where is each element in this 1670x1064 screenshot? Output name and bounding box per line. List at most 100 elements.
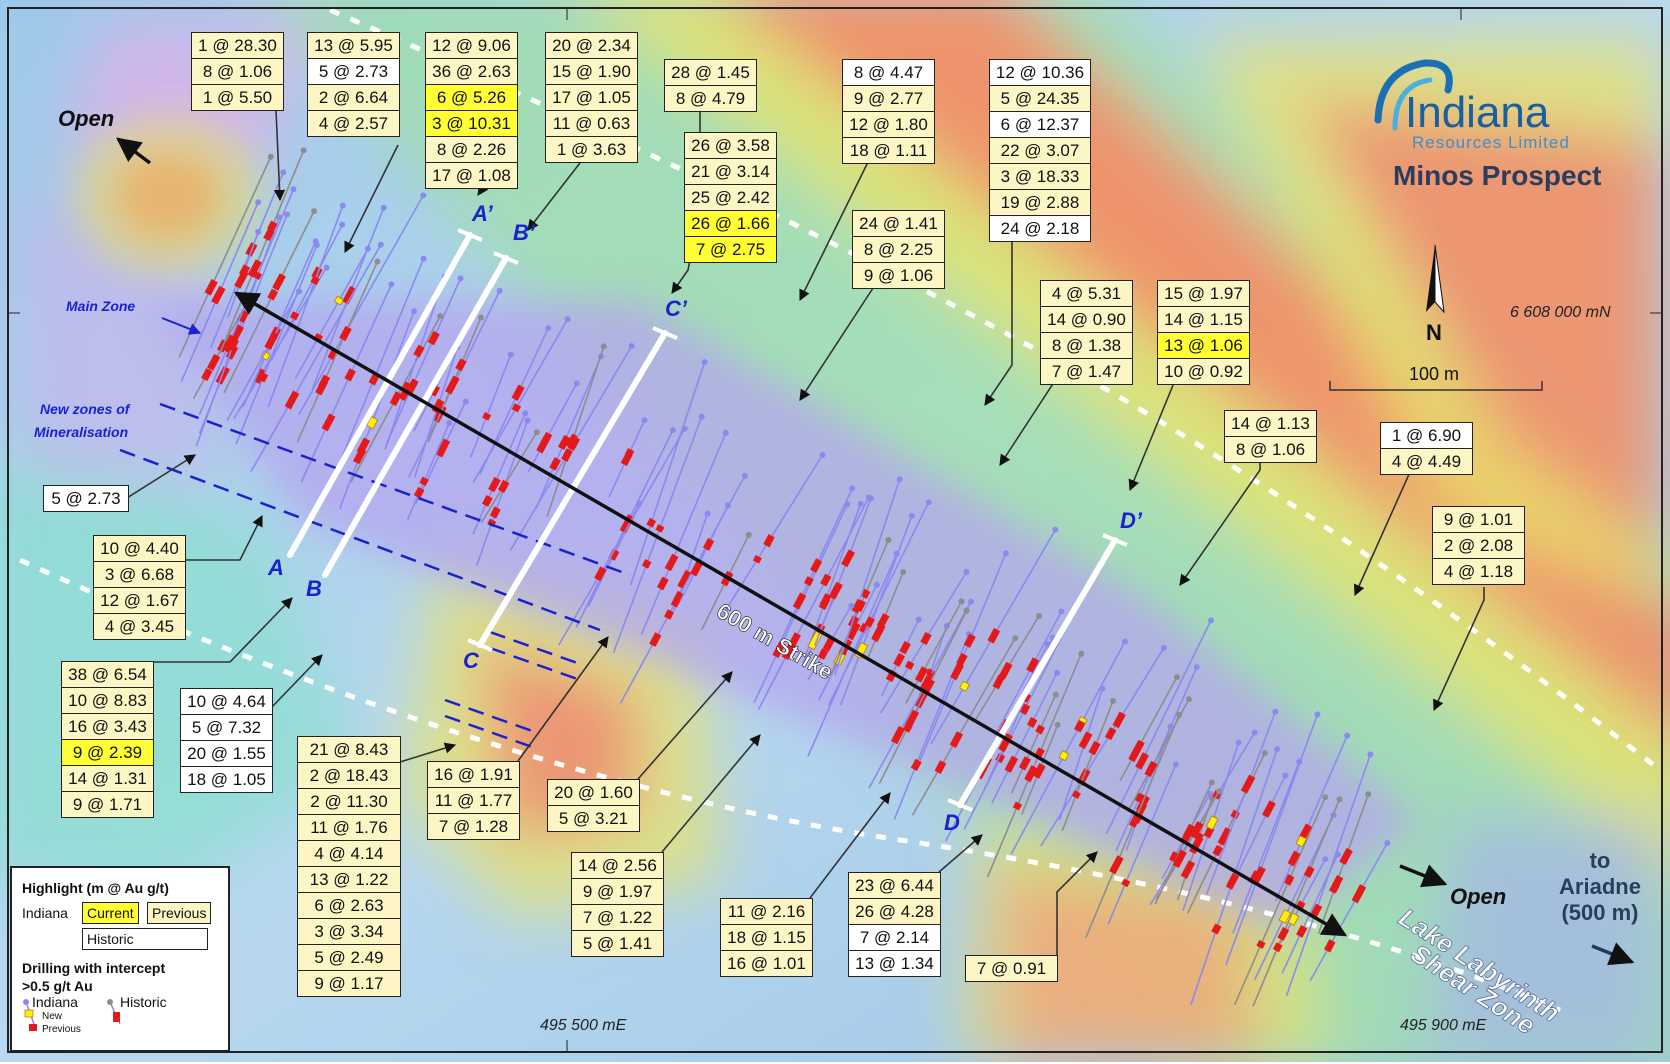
intercept-row: 13 @ 1.34 bbox=[849, 951, 940, 976]
intercept-row: 36 @ 2.63 bbox=[426, 59, 517, 85]
intercept-box: 9 @ 1.01 2 @ 2.08 4 @ 1.18 bbox=[1432, 506, 1525, 585]
intercept-row: 8 @ 2.25 bbox=[853, 237, 944, 263]
new-intercept-icon bbox=[24, 1009, 34, 1018]
intercept-row: 3 @ 10.31 bbox=[426, 111, 517, 137]
intercept-box: 20 @ 2.34 15 @ 1.90 17 @ 1.05 11 @ 0.63 1 @ … bbox=[545, 32, 638, 163]
intercept-row: 5 @ 2.73 bbox=[44, 486, 128, 511]
callout-leader bbox=[1128, 372, 1195, 492]
previous-intercept bbox=[222, 334, 237, 353]
intercept-box: 14 @ 1.13 8 @ 1.06 bbox=[1224, 410, 1317, 463]
intercept-row: 26 @ 4.28 bbox=[849, 899, 940, 925]
drill-collar bbox=[300, 147, 307, 154]
intercept-row: 9 @ 2.39 bbox=[62, 740, 153, 766]
easting-label-2: 495 900 mE bbox=[1400, 1017, 1487, 1034]
previous-intercept bbox=[1272, 942, 1283, 953]
intercept-row: 18 @ 1.11 bbox=[843, 138, 934, 163]
intercept-row: 12 @ 1.67 bbox=[94, 588, 185, 614]
section-label-d-prime: D’ bbox=[1120, 508, 1142, 533]
intercept-row: 26 @ 3.58 bbox=[685, 133, 776, 159]
drill-collar bbox=[339, 202, 346, 209]
intercept-box: 20 @ 1.60 5 @ 3.21 bbox=[547, 779, 640, 832]
ariadne-label-2: Ariadne bbox=[1559, 874, 1641, 899]
section-label-b-prime: B’ bbox=[513, 220, 535, 245]
section-label-b: B bbox=[306, 576, 322, 601]
intercept-box: 38 @ 6.54 10 @ 8.83 16 @ 3.43 9 @ 2.39 14 @ … bbox=[61, 661, 154, 818]
main-zone-label: Main Zone bbox=[66, 298, 136, 314]
intercept-row: 10 @ 8.83 bbox=[62, 688, 153, 714]
legend-drilling-2: >0.5 g/t Au bbox=[22, 978, 93, 994]
previous-intercept bbox=[234, 269, 249, 289]
intercept-row: 4 @ 1.18 bbox=[1433, 559, 1524, 584]
intercept-row: 8 @ 4.79 bbox=[665, 86, 756, 111]
intercept-row: 3 @ 6.68 bbox=[94, 562, 185, 588]
intercept-row: 3 @ 3.34 bbox=[298, 919, 400, 945]
drill-collar bbox=[290, 186, 297, 193]
intercept-row: 24 @ 1.41 bbox=[853, 211, 944, 237]
legend-historic-hole: Historic bbox=[120, 994, 167, 1010]
intercept-row: 19 @ 2.88 bbox=[990, 190, 1090, 216]
intercept-row: 17 @ 1.05 bbox=[546, 85, 637, 111]
drill-collar bbox=[420, 192, 427, 199]
drill-collar bbox=[267, 153, 274, 160]
intercept-box: 24 @ 1.41 8 @ 2.25 9 @ 1.06 bbox=[852, 210, 945, 289]
previous-intercept bbox=[310, 275, 320, 286]
intercept-row: 16 @ 3.43 bbox=[62, 714, 153, 740]
callout-leader bbox=[799, 284, 876, 401]
intercept-row: 12 @ 10.36 bbox=[990, 60, 1090, 86]
historic-drill-hole bbox=[219, 150, 305, 354]
intercept-row: 8 @ 1.06 bbox=[1225, 437, 1316, 462]
callout-leader bbox=[517, 636, 609, 762]
intercept-row: 9 @ 1.01 bbox=[1433, 507, 1524, 533]
intercept-row: 2 @ 18.43 bbox=[298, 763, 400, 789]
callout-leader bbox=[270, 654, 323, 709]
intercept-row: 18 @ 1.15 bbox=[721, 925, 812, 951]
intercept-box: 12 @ 10.36 5 @ 24.35 6 @ 12.37 22 @ 3.07 3 @… bbox=[989, 59, 1091, 242]
callout-leader bbox=[661, 734, 761, 853]
north-arrow-icon bbox=[1426, 244, 1445, 314]
previous-intercept bbox=[204, 279, 218, 296]
intercept-row: 6 @ 5.26 bbox=[426, 85, 517, 111]
open-label-nw: Open bbox=[58, 106, 115, 131]
drill-collar bbox=[377, 241, 384, 248]
intercept-row: 2 @ 2.08 bbox=[1433, 533, 1524, 559]
intercept-row: 16 @ 1.01 bbox=[721, 951, 812, 976]
previous-intercept bbox=[211, 285, 226, 305]
callout-leader bbox=[1433, 587, 1485, 712]
intercept-box: 26 @ 3.58 21 @ 3.14 25 @ 2.42 26 @ 1.66 7 @ … bbox=[684, 132, 777, 263]
intercept-row: 4 @ 5.31 bbox=[1041, 281, 1132, 307]
previous-intercept bbox=[252, 271, 263, 281]
section-label-d: D bbox=[944, 810, 960, 835]
intercept-box: 13 @ 5.95 5 @ 2.73 2 @ 6.64 4 @ 2.57 bbox=[307, 32, 400, 137]
intercept-row: 9 @ 1.17 bbox=[298, 971, 400, 996]
previous-intercept bbox=[201, 368, 213, 382]
drill-collar bbox=[1367, 751, 1374, 758]
drill-collar bbox=[380, 204, 387, 211]
section-label-a-prime: A’ bbox=[472, 201, 493, 226]
scale-bar-label: 100 m bbox=[1409, 364, 1460, 384]
previous-intercept bbox=[267, 220, 278, 232]
previous-intercept-icon bbox=[29, 1024, 37, 1031]
legend-current-swatch: Current bbox=[82, 902, 139, 924]
intercept-row: 2 @ 11.30 bbox=[298, 789, 400, 815]
intercept-row: 11 @ 2.16 bbox=[721, 899, 812, 925]
prospect-title: Minos Prospect bbox=[1393, 160, 1602, 191]
intercept-row: 20 @ 1.60 bbox=[548, 780, 639, 806]
legend-previous-swatch: Previous bbox=[147, 902, 212, 924]
intercept-row: 7 @ 2.75 bbox=[685, 237, 776, 262]
intercept-box: 8 @ 4.47 9 @ 2.77 12 @ 1.80 18 @ 1.11 bbox=[842, 59, 935, 164]
intercept-row: 24 @ 2.18 bbox=[990, 216, 1090, 241]
drill-collar bbox=[388, 281, 395, 288]
drill-collar bbox=[364, 245, 371, 252]
section-label-a: A bbox=[268, 555, 284, 580]
previous-intercept bbox=[1256, 939, 1266, 949]
intercept-row: 8 @ 1.38 bbox=[1041, 333, 1132, 359]
previous-intercept bbox=[272, 273, 286, 291]
intercept-row: 5 @ 2.49 bbox=[298, 945, 400, 971]
open-label-se: Open bbox=[1450, 884, 1507, 909]
intercept-row: 11 @ 0.63 bbox=[546, 111, 637, 137]
intercept-row: 20 @ 1.55 bbox=[181, 741, 272, 767]
intercept-row: 9 @ 1.71 bbox=[62, 792, 153, 817]
intercept-row: 8 @ 4.47 bbox=[843, 60, 934, 86]
callout-leader bbox=[637, 671, 733, 780]
